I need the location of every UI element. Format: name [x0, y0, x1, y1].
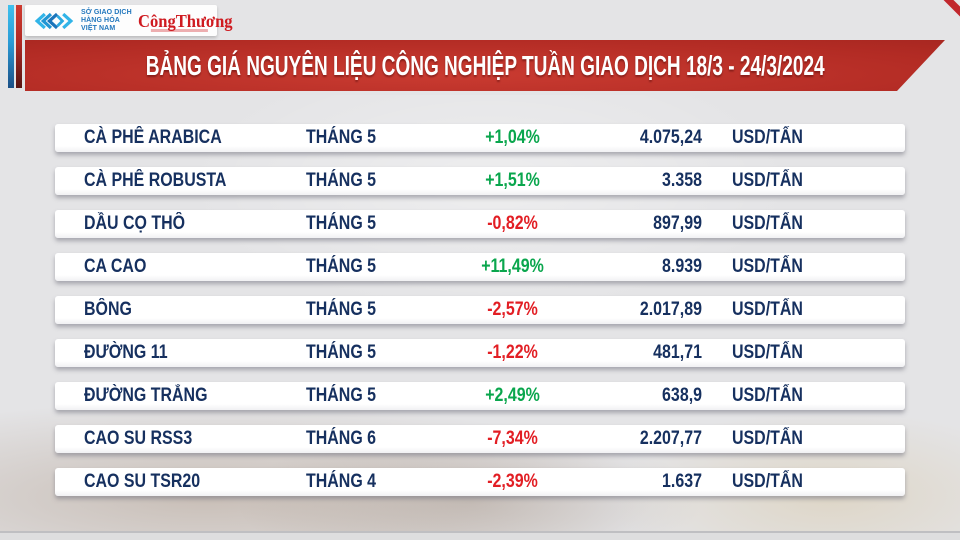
- table-row: ĐƯỜNG 11 THÁNG 5 -1,22% 481,71 USD/TẤN: [55, 339, 905, 367]
- price-value: 8.939: [662, 256, 702, 277]
- unit-label: USD/TẤN: [732, 213, 803, 234]
- percent-change: -0,82%: [487, 213, 538, 234]
- unit-label: USD/TẤN: [732, 428, 803, 449]
- page-title: BẢNG GIÁ NGUYÊN LIỆU CÔNG NGHIỆP TUẦN GI…: [145, 49, 825, 81]
- price-value: 1.637: [662, 471, 702, 492]
- price-value: 3.358: [662, 170, 702, 191]
- unit-label: USD/TẤN: [732, 342, 803, 363]
- contract-month: THÁNG 5: [306, 127, 377, 148]
- unit-label: USD/TẤN: [732, 385, 803, 406]
- commodity-name: CAO SU TSR20: [84, 471, 201, 492]
- percent-change: +1,51%: [485, 170, 540, 191]
- commodity-name: ĐƯỜNG TRẮNG: [84, 385, 208, 406]
- table-row: CAO SU RSS3 THÁNG 6 -7,34% 2.207,77 USD/…: [55, 425, 905, 453]
- contract-month: THÁNG 6: [306, 428, 377, 449]
- contract-month: THÁNG 5: [306, 299, 377, 320]
- percent-change: -2,57%: [487, 299, 538, 320]
- accent-stripe-red: [16, 5, 22, 88]
- logo-bar: SỞ GIAO DỊCH HÀNG HÓA VIỆT NAM CôngThươn…: [25, 5, 232, 36]
- mxv-exchange-logo-icon: [34, 12, 74, 29]
- price-value: 897,99: [653, 213, 702, 234]
- unit-label: USD/TẤN: [732, 471, 803, 492]
- accent-stripe-cyan: [8, 5, 14, 88]
- contract-month: THÁNG 5: [306, 256, 377, 277]
- price-value: 481,71: [653, 342, 702, 363]
- price-value: 4.075,24: [639, 127, 702, 148]
- table-row: BÔNG THÁNG 5 -2,57% 2.017,89 USD/TẤN: [55, 296, 905, 324]
- percent-change: +11,49%: [481, 256, 544, 277]
- commodity-name: CA CAO: [84, 256, 147, 277]
- commodity-name: CÀ PHÊ ROBUSTA: [84, 170, 227, 191]
- contract-month: THÁNG 5: [306, 342, 377, 363]
- bottom-strip: [0, 533, 960, 540]
- commodity-name: BÔNG: [84, 299, 132, 320]
- price-value: 638,9: [662, 385, 702, 406]
- title-banner: BẢNG GIÁ NGUYÊN LIỆU CÔNG NGHIỆP TUẦN GI…: [25, 40, 945, 91]
- corner-ribbon-icon: [941, 0, 960, 22]
- congthuong-logo: CôngThương: [137, 10, 233, 32]
- commodity-name: ĐƯỜNG 11: [84, 342, 168, 363]
- percent-change: -1,22%: [487, 342, 538, 363]
- table-row: CÀ PHÊ ROBUSTA THÁNG 5 +1,51% 3.358 USD/…: [55, 167, 905, 195]
- unit-label: USD/TẤN: [732, 170, 803, 191]
- unit-label: USD/TẤN: [732, 256, 803, 277]
- commodity-name: CAO SU RSS3: [84, 428, 193, 449]
- table-row: CÀ PHÊ ARABICA THÁNG 5 +1,04% 4.075,24 U…: [55, 124, 905, 152]
- table-row: DẦU CỌ THÔ THÁNG 5 -0,82% 897,99 USD/TẤN: [55, 210, 905, 238]
- table-row: CAO SU TSR20 THÁNG 4 -2,39% 1.637 USD/TẤ…: [55, 468, 905, 496]
- percent-change: -2,39%: [487, 471, 538, 492]
- congthuong-logo-text: CôngThương: [137, 10, 233, 31]
- title-banner-inner: BẢNG GIÁ NGUYÊN LIỆU CÔNG NGHIỆP TUẦN GI…: [25, 40, 945, 91]
- congthuong-logo-subline: [150, 28, 208, 32]
- price-value: 2.017,89: [639, 299, 702, 320]
- contract-month: THÁNG 5: [306, 170, 377, 191]
- commodity-name: CÀ PHÊ ARABICA: [84, 127, 222, 148]
- commodity-name: DẦU CỌ THÔ: [84, 213, 186, 234]
- percent-change: +1,04%: [485, 127, 540, 148]
- table-row: ĐƯỜNG TRẮNG THÁNG 5 +2,49% 638,9 USD/TẤN: [55, 382, 905, 410]
- percent-change: -7,34%: [487, 428, 538, 449]
- unit-label: USD/TẤN: [732, 127, 803, 148]
- contract-month: THÁNG 5: [306, 385, 377, 406]
- unit-label: USD/TẤN: [732, 299, 803, 320]
- table-row: CA CAO THÁNG 5 +11,49% 8.939 USD/TẤN: [55, 253, 905, 281]
- percent-change: +2,49%: [485, 385, 540, 406]
- price-value: 2.207,77: [639, 428, 702, 449]
- contract-month: THÁNG 4: [306, 471, 377, 492]
- bottom-divider-line: [0, 531, 960, 533]
- contract-month: THÁNG 5: [306, 213, 377, 234]
- mxv-exchange-name: SỞ GIAO DỊCH HÀNG HÓA VIỆT NAM: [81, 8, 132, 32]
